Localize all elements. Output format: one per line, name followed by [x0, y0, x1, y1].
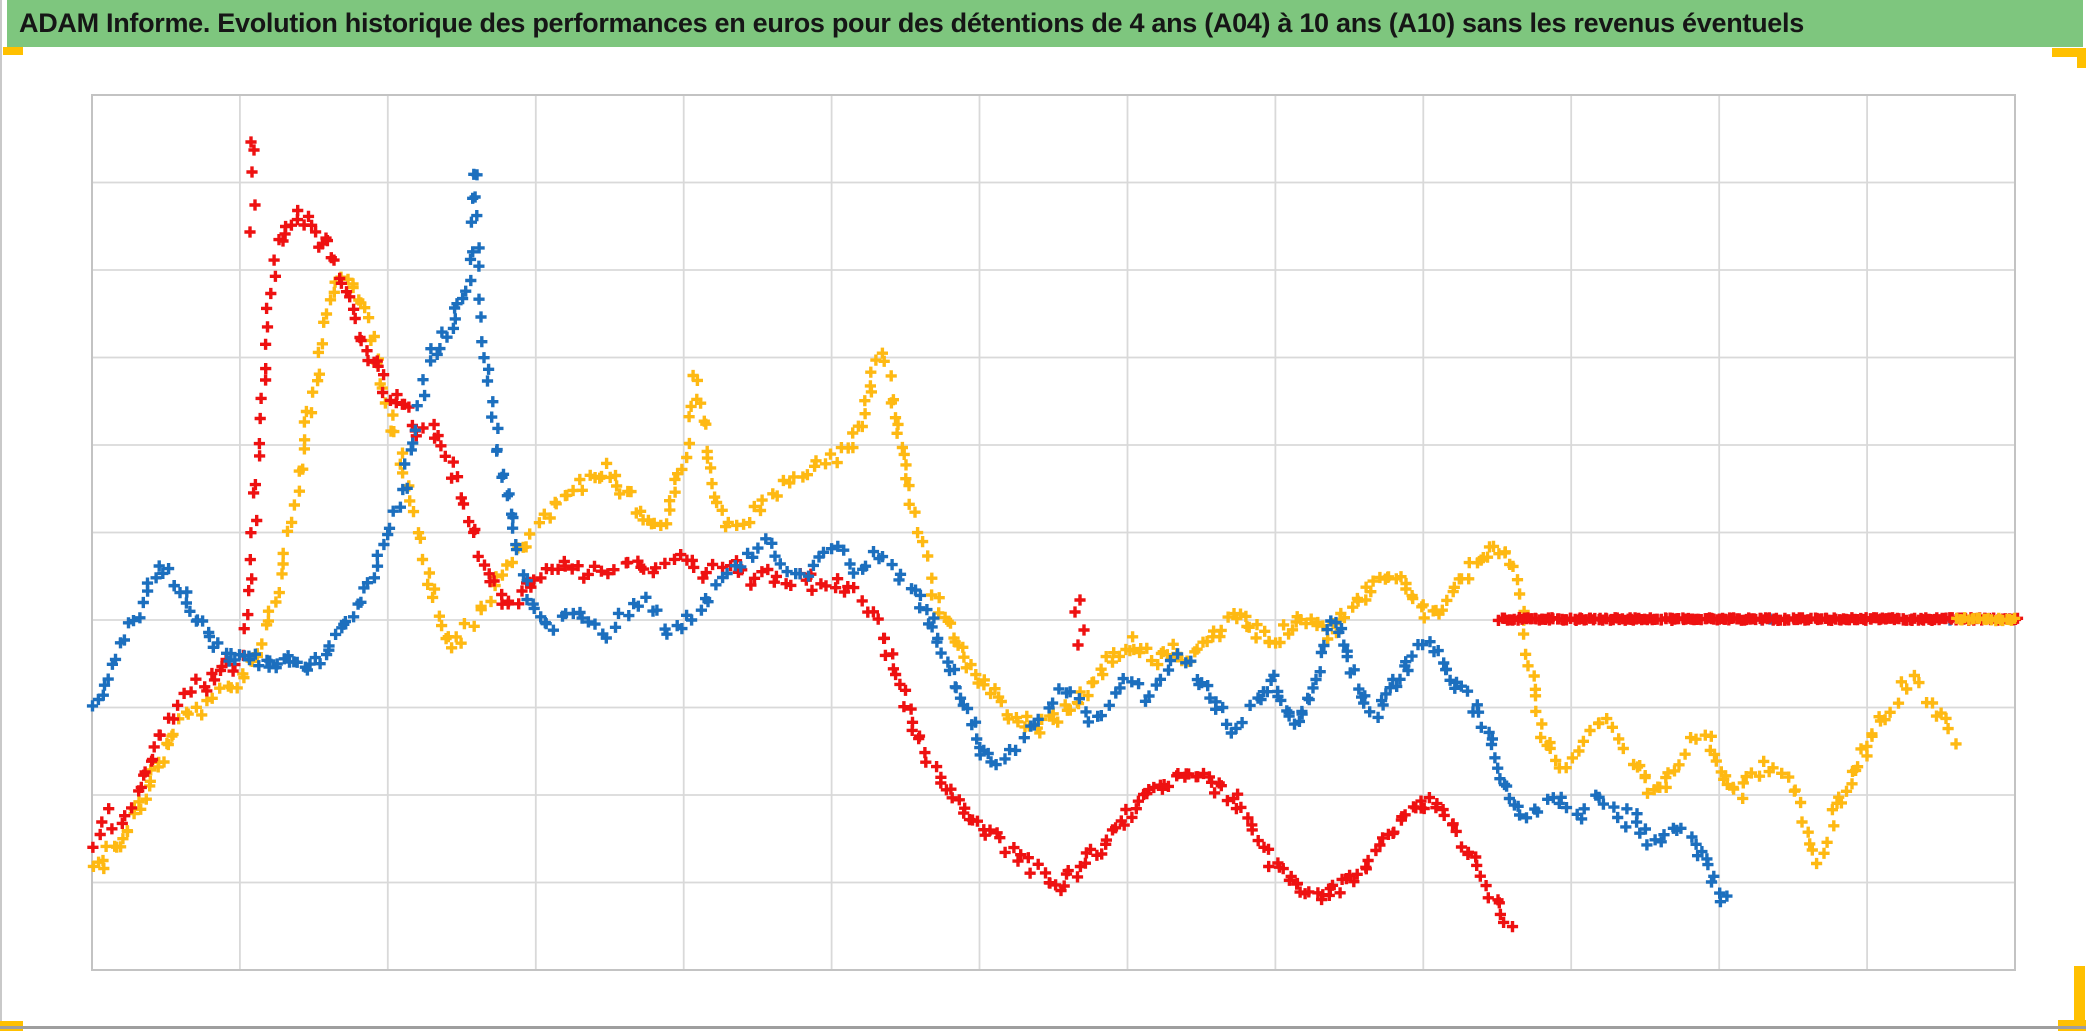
corner-accent-top-right-h	[2052, 48, 2086, 57]
bottom-rule	[0, 1026, 2086, 1029]
page-title: ADAM Informe. Evolution historique des p…	[19, 8, 1804, 38]
corner-accent-bottom-right-foot	[2058, 1020, 2086, 1031]
corner-accent-top-right-v	[2077, 48, 2086, 68]
window-left-border	[0, 0, 2, 1031]
corner-accent-top-left	[3, 47, 23, 55]
corner-accent-bottom-right-v	[2074, 966, 2085, 1024]
title-bar: ADAM Informe. Evolution historique des p…	[7, 0, 2083, 47]
